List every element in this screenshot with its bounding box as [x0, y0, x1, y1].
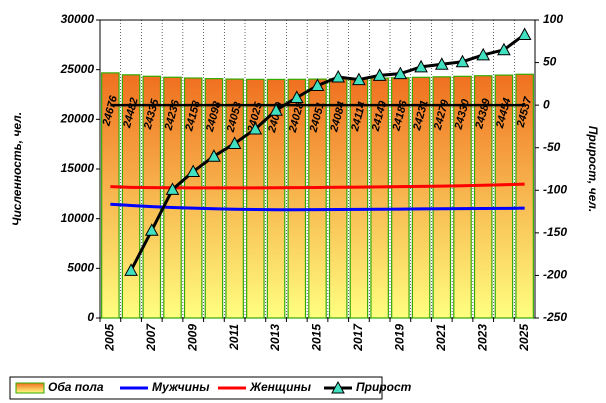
x-tick-label: 2007: [144, 323, 158, 352]
y2-axis-title: Прирост, чел.: [586, 126, 600, 212]
bar: [266, 78, 286, 319]
x-tick-label: 2023: [475, 324, 489, 352]
y-tick-label: 5000: [67, 261, 94, 275]
y2-tick-label: -250: [543, 310, 567, 324]
legend-label: Оба пола: [48, 380, 104, 394]
marker: [372, 68, 387, 81]
x-tick-label: 2013: [268, 324, 282, 352]
legend-label: Прирост: [356, 380, 412, 394]
bar: [246, 78, 265, 319]
marker: [331, 70, 346, 83]
bar: [287, 78, 307, 319]
x-tick-label: 2021: [434, 324, 448, 352]
bar: [204, 78, 224, 319]
marker: [269, 103, 283, 116]
legend-swatch: [15, 382, 45, 394]
marker: [207, 149, 221, 162]
bar: [453, 75, 472, 319]
marker: [124, 263, 138, 276]
legend-label: Женщины: [249, 380, 312, 394]
marker: [227, 136, 242, 149]
line-series: [110, 202, 525, 212]
legend-marker: [331, 380, 345, 394]
bar: [163, 76, 182, 319]
bar: [411, 76, 431, 319]
legend-label: Мужчины: [152, 380, 210, 394]
x-tick-label: 2025: [517, 324, 531, 352]
marker: [434, 57, 449, 70]
marker: [310, 78, 325, 92]
y2-tick-label: -150: [543, 225, 567, 239]
bar: [101, 72, 120, 319]
marker: [144, 223, 159, 236]
legend: [9, 376, 383, 400]
y-tick-label: 10000: [61, 211, 95, 225]
x-tick-label: 2017: [351, 323, 365, 352]
line-series: [110, 182, 525, 190]
y-tick-label: 0: [87, 310, 94, 324]
marker: [352, 72, 366, 86]
x-tick-label: 2019: [393, 324, 407, 352]
bar: [121, 74, 141, 319]
marker: [248, 121, 263, 135]
x-tick-label: 2011: [227, 324, 241, 351]
marker: [289, 90, 304, 103]
x-tick-label: 2015: [310, 324, 324, 352]
marker: [455, 54, 470, 68]
y-axis-title: Численность, чел.: [10, 112, 24, 226]
bar: [432, 76, 452, 319]
y2-tick-label: -50: [543, 140, 561, 154]
bar: [142, 75, 162, 319]
y2-tick-label: 100: [543, 12, 563, 26]
bar: [183, 77, 203, 319]
y-tick-label: 20000: [60, 112, 95, 126]
bar: [515, 73, 534, 319]
marker: [414, 59, 428, 73]
x-tick-label: 2005: [103, 324, 117, 352]
y2-tick-label: 50: [543, 55, 557, 69]
marker: [186, 164, 201, 178]
marker: [497, 42, 511, 56]
y2-tick-label: -100: [543, 182, 567, 196]
marker: [476, 47, 491, 61]
y-tick-label: 15000: [61, 161, 95, 175]
y2-tick-label: -200: [543, 268, 567, 282]
x-tick-label: 2009: [185, 324, 199, 352]
marker: [165, 182, 180, 195]
y-tick-label: 30000: [61, 12, 95, 26]
marker: [393, 66, 408, 80]
marker: [517, 27, 532, 40]
y-tick-label: 25000: [60, 62, 95, 76]
bar: [494, 74, 514, 319]
bar: [473, 75, 493, 319]
y2-tick-label: 0: [543, 97, 550, 111]
